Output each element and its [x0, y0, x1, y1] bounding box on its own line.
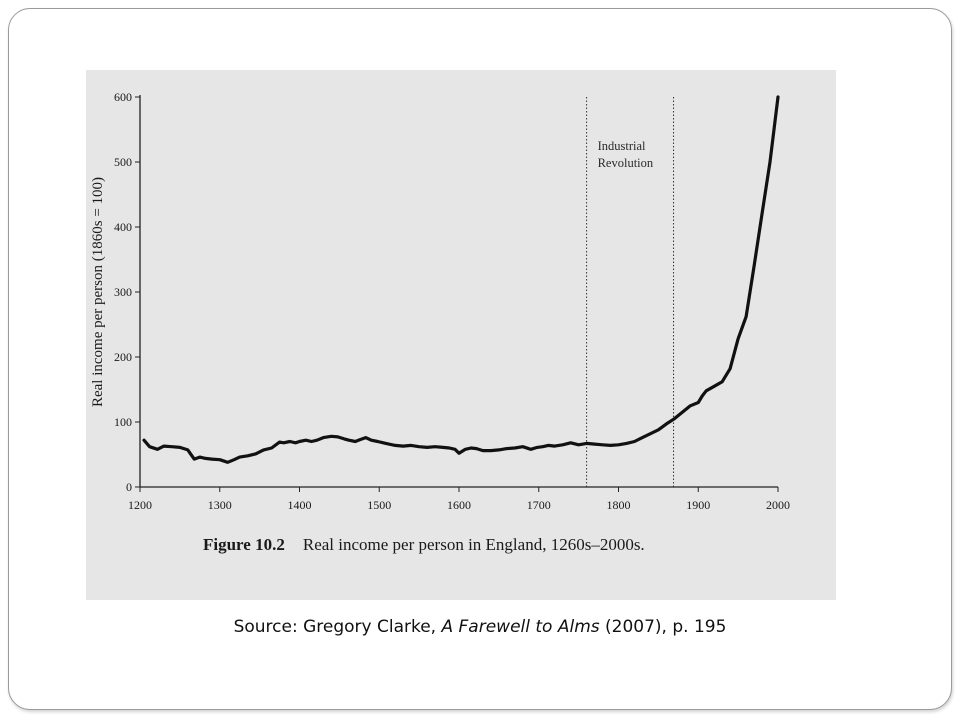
- x-tick-label: 1900: [686, 498, 710, 512]
- y-tick-label: 400: [114, 220, 132, 234]
- y-tick-label: 500: [114, 155, 132, 169]
- y-tick-label: 200: [114, 350, 132, 364]
- x-tick-label: 1800: [607, 498, 631, 512]
- source-citation: Source: Gregory Clarke, A Farewell to Al…: [0, 617, 960, 637]
- annotation-label: Industrial: [598, 139, 646, 153]
- y-tick-label: 600: [114, 90, 132, 104]
- y-tick-labels: 0 100 200 300 400 500 600: [114, 90, 140, 494]
- y-tick-label: 300: [114, 285, 132, 299]
- x-tick-label: 1700: [527, 498, 551, 512]
- figure-caption: Figure 10.2 Real income per person in En…: [203, 535, 645, 554]
- x-tick-labels: 1200 1300 1400 1500 1600 1700 1800 1900 2000: [128, 487, 790, 512]
- x-tick-label: 2000: [766, 498, 790, 512]
- y-tick-label: 100: [114, 415, 132, 429]
- annotation-label: Revolution: [598, 156, 654, 170]
- series-layer: [142, 95, 780, 464]
- figure-panel: [86, 70, 836, 600]
- y-axis-label: Real income per person (1860s = 100): [90, 177, 106, 407]
- source-prefix: Source: Gregory Clarke,: [233, 617, 442, 637]
- caption-number: Figure 10.2: [203, 535, 285, 554]
- x-tick-label: 1400: [288, 498, 312, 512]
- y-tick-label: 0: [126, 480, 132, 494]
- x-tick-label: 1600: [447, 498, 471, 512]
- caption-text: Real income per person in England, 1260s…: [303, 535, 645, 554]
- x-tick-label: 1300: [208, 498, 232, 512]
- annotation-layer: Industrial Revolution: [586, 97, 675, 487]
- chart-axes: [139, 95, 778, 488]
- source-suffix: (2007), p. 195: [599, 617, 727, 637]
- x-tick-label: 1200: [128, 498, 152, 512]
- source-book-title: A Farewell to Alms: [441, 617, 600, 637]
- income-chart: 0 100 200 300 400 500 600 1200 1300 1400 1500 1600…: [90, 90, 790, 554]
- income-series-line: [142, 95, 780, 464]
- x-tick-label: 1500: [367, 498, 391, 512]
